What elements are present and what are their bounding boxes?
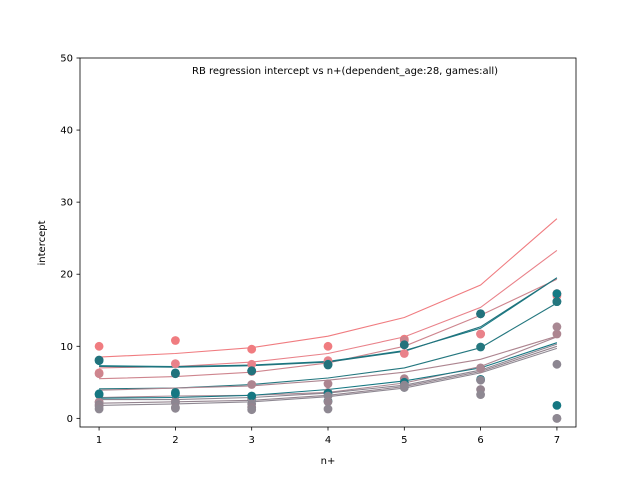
data-point-s12-1 — [94, 404, 104, 414]
data-point-s6-6 — [476, 342, 485, 352]
data-point-s9-3 — [247, 391, 257, 401]
data-point-s9-7 — [552, 401, 562, 410]
data-point-s10-7 — [552, 359, 562, 369]
x-tick-label: 4 — [325, 435, 331, 446]
fit-line-1 — [99, 218, 558, 358]
data-point-s12-3 — [247, 405, 257, 415]
data-point-s3-1 — [94, 369, 104, 379]
data-point-s2-2 — [171, 359, 180, 368]
data-point-s7-7 — [552, 329, 562, 339]
data-point-s12-4 — [323, 404, 333, 414]
data-point-s12-5 — [399, 383, 409, 392]
data-point-s6-7 — [552, 297, 562, 306]
y-axis-label: intercept — [37, 220, 48, 265]
y-tick-label: 40 — [60, 126, 73, 137]
data-point-s8-7 — [552, 322, 562, 332]
data-point-s1-3 — [247, 344, 257, 354]
data-point-s1-1 — [94, 341, 104, 351]
data-point-s5-6 — [476, 309, 485, 319]
data-point-s7-4 — [323, 379, 333, 389]
data-point-s2-5 — [399, 349, 409, 358]
data-point-s12-7 — [552, 414, 562, 423]
data-point-s5-3 — [247, 366, 257, 376]
y-tick-label: 10 — [60, 342, 73, 353]
x-tick-label: 7 — [554, 435, 560, 446]
data-point-s12-2 — [171, 403, 180, 413]
data-point-s10-6 — [476, 375, 485, 385]
data-point-s9-1 — [94, 389, 104, 399]
x-tick-label: 5 — [401, 435, 407, 446]
data-point-s8-6 — [476, 364, 485, 373]
y-tick-label: 50 — [60, 54, 73, 65]
data-point-s5-1 — [94, 355, 104, 365]
y-tick-label: 0 — [67, 414, 73, 425]
data-point-s5-4 — [323, 360, 333, 370]
x-tick-label: 6 — [477, 435, 483, 446]
ticks: 1 2 3 4 5 6 7 0 10 20 30 40 50 — [60, 54, 560, 447]
data-point-s9-2 — [171, 389, 180, 399]
data-point-s7-3 — [247, 380, 257, 389]
data-point-s1-2 — [171, 336, 180, 345]
x-tick-label: 1 — [96, 435, 102, 446]
data-point-s11-4 — [323, 397, 333, 407]
x-axis-label: n+ — [321, 456, 336, 467]
x-tick-label: 3 — [249, 435, 255, 446]
data-point-s4-7 — [552, 289, 562, 299]
y-tick-label: 30 — [60, 198, 73, 209]
data-point-s5-2 — [171, 369, 180, 379]
y-tick-label: 20 — [60, 270, 73, 281]
x-tick-label: 2 — [172, 435, 178, 446]
chart-title: RB regression intercept vs n+(dependent_… — [192, 66, 498, 77]
plot-area — [94, 218, 562, 423]
data-point-s2-6 — [476, 329, 485, 339]
data-point-s2-3 — [247, 359, 257, 369]
data-point-s12-6 — [476, 390, 485, 399]
data-point-s1-4 — [323, 341, 333, 351]
data-point-s5-5 — [399, 340, 409, 350]
